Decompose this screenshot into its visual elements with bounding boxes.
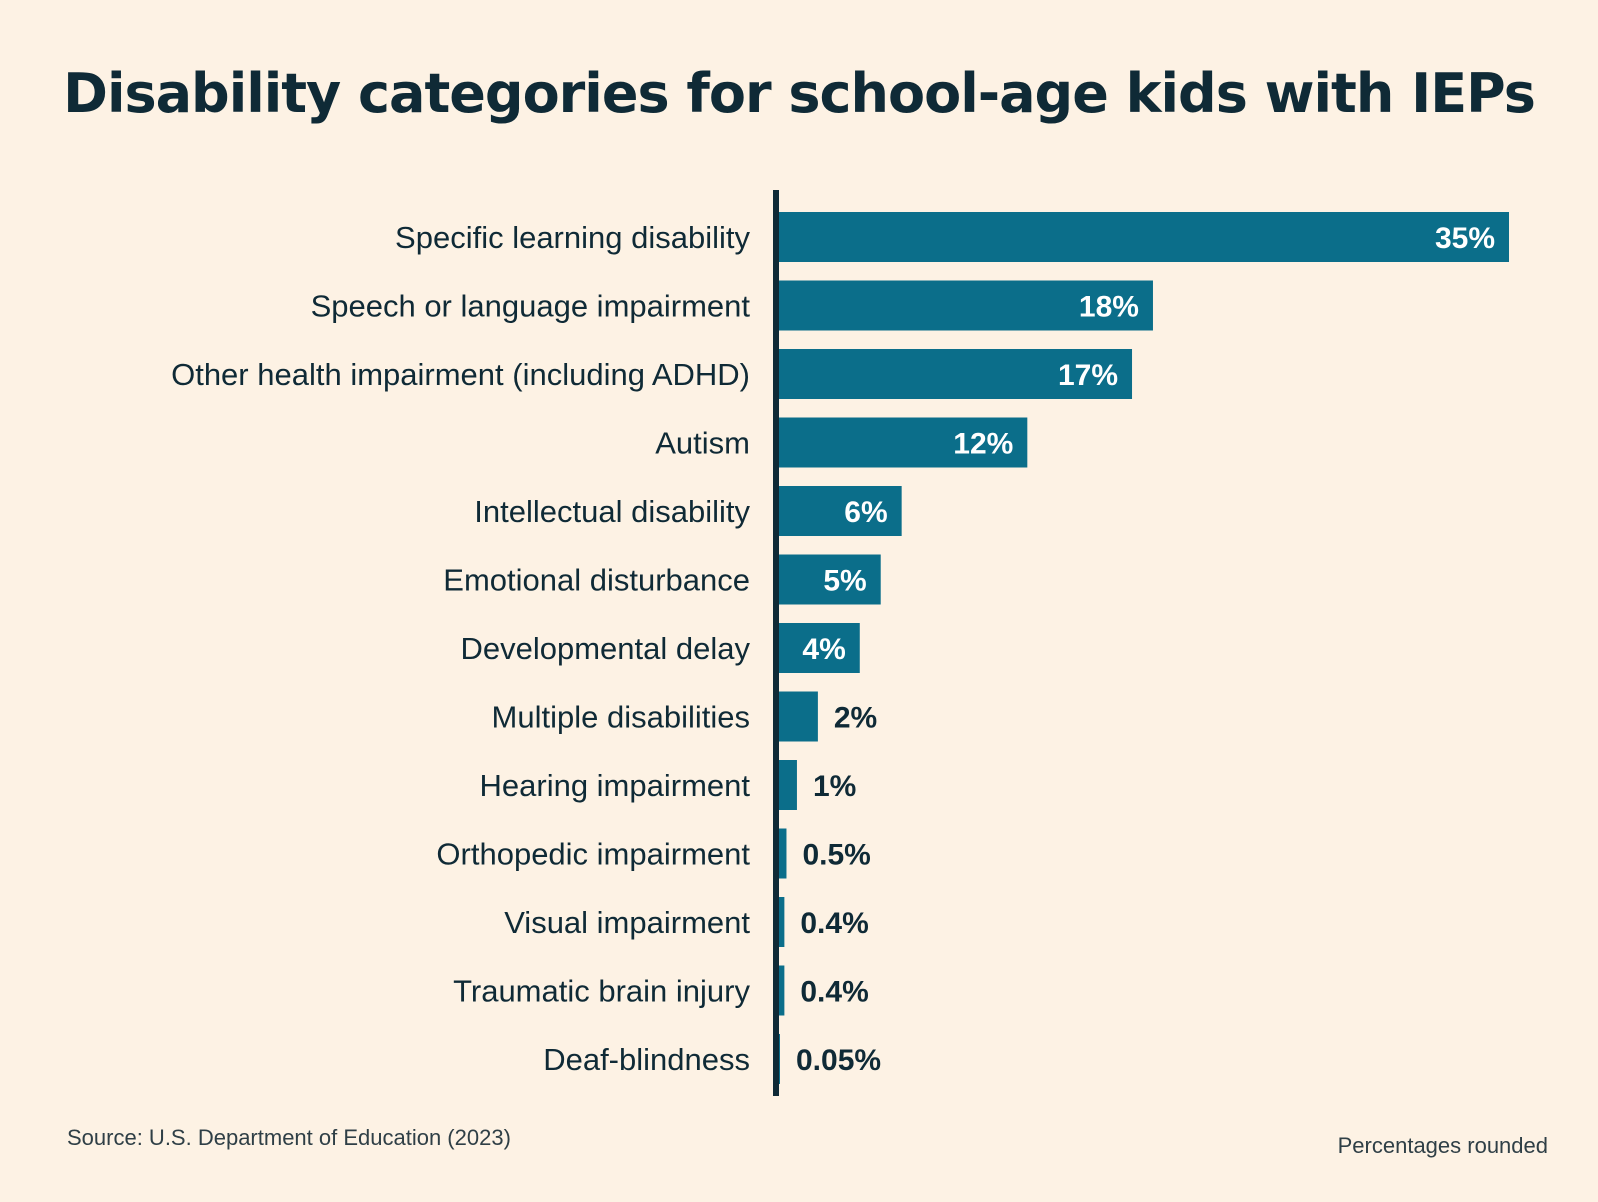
category-label: Hearing impairment: [480, 768, 751, 803]
chart-title: Disability categories for school-age kid…: [63, 62, 1536, 125]
value-label: 5%: [823, 565, 866, 598]
category-label: Traumatic brain injury: [453, 974, 750, 1009]
bar: [776, 417, 1028, 468]
category-label: Orthopedic impairment: [436, 837, 750, 872]
category-label: Autism: [655, 426, 750, 461]
source-note: Source: U.S. Department of Education (20…: [67, 1125, 511, 1150]
category-label: Specific learning disability: [395, 220, 750, 255]
value-label: 1%: [813, 770, 856, 803]
bar: [776, 280, 1153, 331]
category-label: Multiple disabilities: [492, 700, 750, 735]
value-label: 17%: [1058, 359, 1118, 392]
value-label: 0.05%: [796, 1044, 881, 1077]
bar: [776, 486, 902, 536]
bar: [776, 349, 1133, 399]
value-label: 2%: [834, 702, 877, 735]
bar: [776, 623, 860, 673]
bar: [776, 828, 787, 879]
value-label: 4%: [802, 633, 845, 666]
bar: [776, 212, 1509, 262]
category-label: Developmental delay: [460, 631, 750, 666]
category-label: Deaf-blindness: [543, 1042, 750, 1077]
value-label: 18%: [1079, 291, 1139, 324]
rounding-note: Percentages rounded: [1337, 1133, 1548, 1158]
category-label: Speech or language impairment: [311, 289, 751, 324]
value-label: 0.5%: [802, 839, 870, 872]
bar: [776, 760, 797, 810]
bar: [776, 554, 881, 605]
category-label: Other health impairment (including ADHD): [171, 357, 750, 392]
category-label: Intellectual disability: [474, 494, 750, 529]
value-label: 12%: [953, 428, 1013, 461]
bar: [776, 965, 785, 1016]
category-label: Emotional disturbance: [443, 563, 750, 598]
value-label: 35%: [1435, 222, 1495, 255]
bar: [776, 897, 785, 947]
value-label: 0.4%: [800, 976, 868, 1009]
value-label: 6%: [844, 496, 887, 529]
value-label: 0.4%: [800, 907, 868, 940]
bar: [776, 691, 818, 742]
category-label: Visual impairment: [504, 905, 750, 940]
